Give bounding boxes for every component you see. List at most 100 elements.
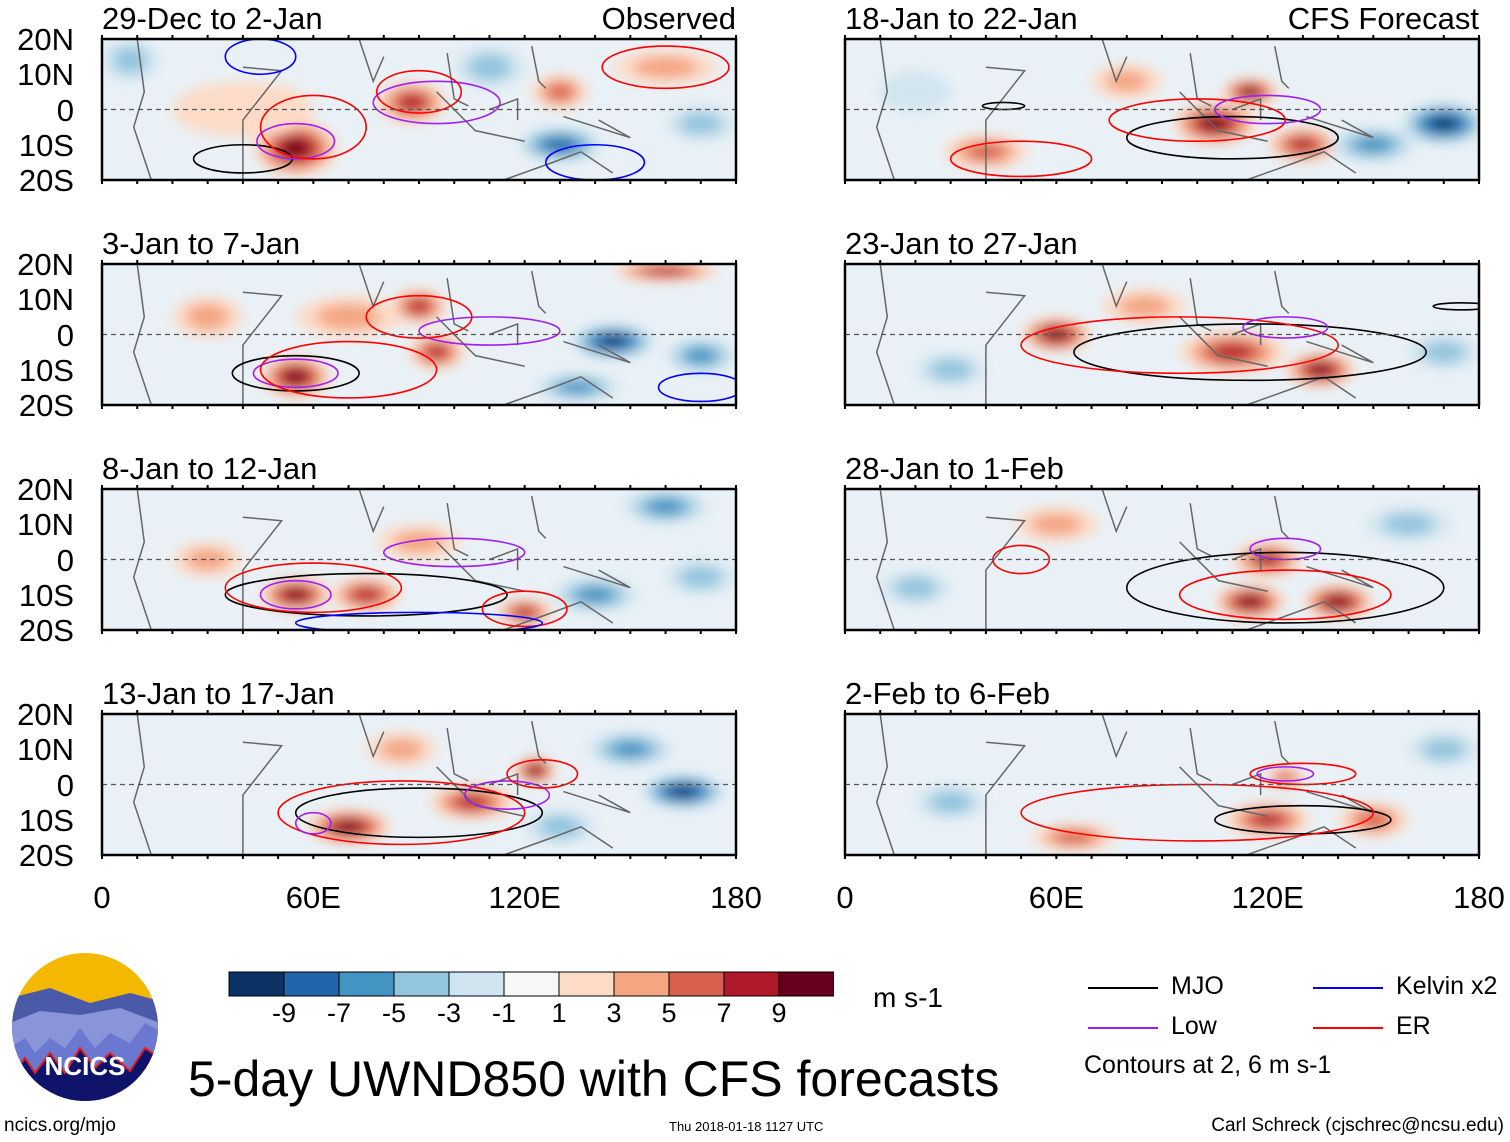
colorbar-tick-label: 9 — [771, 998, 787, 1028]
contour-mjo — [1073, 323, 1427, 382]
colorbar-swatch — [393, 971, 450, 997]
contour-er — [481, 590, 568, 628]
contour-mjo — [231, 354, 360, 392]
anomaly-mark — [409, 300, 429, 313]
lat-tick-label: 10N — [17, 732, 74, 768]
contour-er — [375, 69, 463, 114]
colorbar-swatch — [448, 971, 505, 997]
colorbar-tick-label: 3 — [606, 998, 622, 1028]
colorbar-tick-label: -1 — [491, 998, 516, 1028]
colorbar-tick-label: -5 — [381, 998, 406, 1028]
lat-tick-label: 10N — [17, 507, 74, 543]
colorbar-tick-label: -7 — [326, 998, 351, 1028]
anomaly-mark — [337, 821, 361, 832]
anomaly-mark — [685, 348, 716, 364]
contour-mjo — [1214, 804, 1392, 835]
colorbar-tick-label: 7 — [716, 998, 732, 1028]
lon-tick-label: 0 — [836, 880, 854, 915]
anomaly-mark — [1422, 341, 1465, 363]
legend-label: Low — [1171, 1012, 1217, 1040]
panel-title: 2-Feb to 6-Feb — [845, 676, 1051, 711]
contour-low — [1249, 537, 1322, 561]
map-panel — [100, 260, 738, 409]
anomaly-mark — [186, 304, 229, 330]
contour-kelvin — [294, 611, 544, 630]
colorbar — [228, 971, 834, 997]
anomaly-mark — [286, 589, 306, 600]
lat-tick-label: 20S — [18, 838, 74, 873]
lat-tick-label: 20N — [17, 22, 74, 57]
anomaly-mark — [1310, 364, 1331, 375]
lat-tick-label: 20N — [17, 472, 74, 507]
anomaly-mark — [316, 304, 381, 330]
contour-mjo — [1125, 115, 1339, 160]
anomaly-mark — [1240, 596, 1260, 607]
contour-low — [252, 358, 339, 389]
lon-tick-label: 180 — [1453, 880, 1505, 915]
anomaly-mark — [929, 791, 972, 813]
contour-er — [601, 45, 730, 90]
legend-line-mjo — [1088, 987, 1158, 989]
anomaly-mark — [1432, 117, 1456, 130]
lat-tick-label: 10N — [17, 57, 74, 93]
contour-er — [224, 562, 403, 614]
colorbar-swatch — [283, 971, 340, 997]
column-label: CFS Forecast — [1287, 1, 1479, 36]
anomaly-mark — [468, 54, 511, 80]
lat-tick-label: 20S — [18, 388, 74, 423]
lat-tick-label: 0 — [56, 542, 74, 578]
anomaly-mark — [284, 140, 308, 156]
anomaly-mark — [559, 381, 596, 394]
map-panel — [100, 35, 738, 184]
colorbar-swatch — [723, 971, 780, 997]
colorbar-swatch — [228, 971, 285, 997]
lon-tick-label: 60E — [1028, 880, 1084, 915]
colorbar-swatch — [338, 971, 395, 997]
anomaly-mark — [172, 81, 314, 138]
contour-low — [259, 579, 332, 610]
panel-title: 18-Jan to 22-Jan — [845, 1, 1078, 36]
timestamp: Thu 2018-01-18 1127 UTC — [669, 1119, 824, 1134]
map-panel — [843, 710, 1481, 859]
contour-er — [1249, 762, 1357, 786]
logo-text: NCICS — [45, 1051, 126, 1081]
anomaly-mark — [547, 84, 572, 100]
contour-er — [1178, 569, 1392, 621]
lat-tick-label: 0 — [56, 317, 74, 353]
contour-low — [256, 122, 336, 160]
contour-low — [1256, 766, 1315, 782]
anomaly-mark — [647, 267, 684, 275]
contour-er — [365, 294, 473, 339]
lat-tick-label: 10S — [18, 802, 74, 838]
anomaly-mark — [894, 577, 937, 599]
map-panel — [843, 35, 1481, 184]
contour-er — [1020, 316, 1339, 375]
legend-label: ER — [1396, 1012, 1431, 1040]
lon-tick-label: 120E — [1231, 880, 1304, 915]
anomaly-mark — [113, 47, 148, 73]
panel-title: 28-Jan to 1-Feb — [845, 451, 1064, 486]
map-panel — [843, 485, 1481, 634]
contour-er — [259, 340, 438, 399]
anomaly-mark — [393, 531, 445, 553]
contour-kelvin — [657, 372, 736, 403]
anomaly-mark — [679, 113, 722, 135]
panel-title: 29-Dec to 2-Jan — [102, 1, 323, 36]
figure-title: 5-day UWND850 with CFS forecasts — [188, 1051, 1000, 1107]
anomaly-mark — [880, 70, 951, 114]
lat-tick-label: 20S — [18, 613, 74, 648]
anomaly-mark — [647, 499, 684, 515]
ncics-logo: NCICS — [12, 953, 158, 1101]
legend-line-low — [1088, 1027, 1158, 1029]
map-panel — [843, 260, 1481, 409]
map-panel — [100, 710, 738, 859]
contour-kelvin — [545, 143, 646, 180]
legend-line-kelvin-x2 — [1313, 987, 1383, 989]
url-link[interactable]: ncics.org/mjo — [4, 1115, 116, 1136]
anomaly-mark — [538, 816, 582, 838]
colorbar-swatch — [558, 971, 615, 997]
anomaly-mark — [427, 346, 447, 358]
lat-tick-label: 20N — [17, 247, 74, 282]
contour-low — [372, 80, 501, 125]
